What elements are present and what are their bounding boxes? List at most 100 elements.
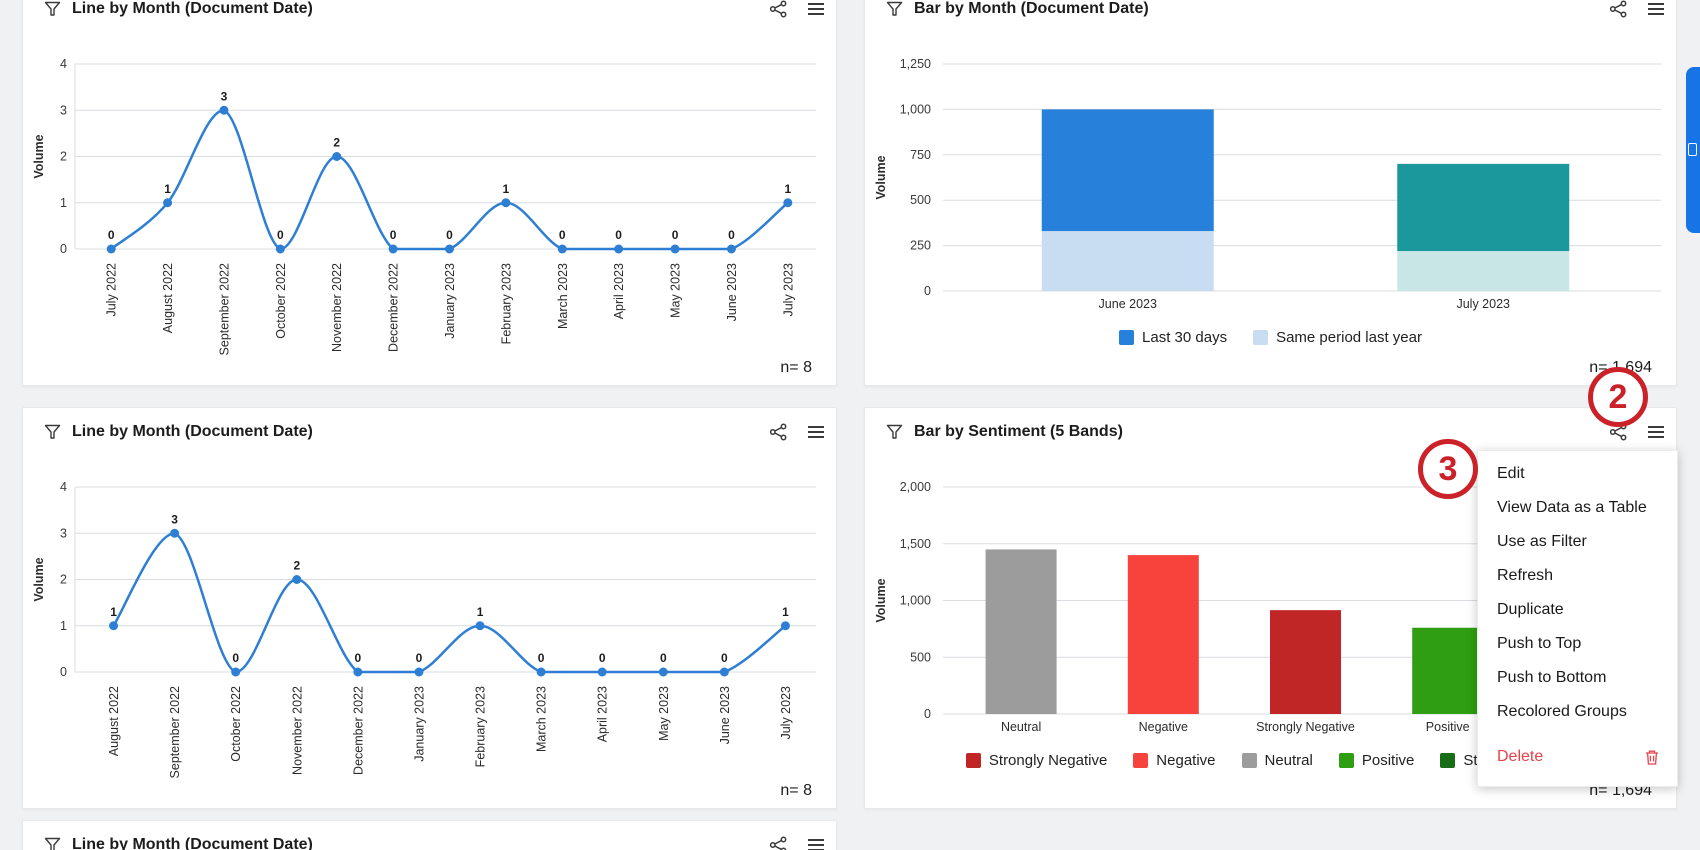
menu-item-refresh[interactable]: Refresh — [1497, 567, 1554, 584]
svg-text:0: 0 — [559, 228, 566, 242]
svg-text:4: 4 — [60, 57, 67, 71]
svg-text:2,000: 2,000 — [900, 480, 931, 494]
legend-label: Same period last year — [1276, 329, 1422, 346]
panel-icon — [1688, 143, 1697, 156]
svg-text:1,000: 1,000 — [900, 102, 931, 116]
svg-text:1,250: 1,250 — [900, 57, 931, 71]
svg-text:0: 0 — [416, 651, 423, 665]
svg-text:2: 2 — [60, 573, 67, 587]
legend-item[interactable]: Positive — [1338, 752, 1414, 769]
svg-text:Neutral: Neutral — [1001, 720, 1041, 734]
legend-item[interactable]: Same period last year — [1253, 329, 1422, 346]
svg-text:1: 1 — [477, 605, 484, 619]
svg-text:Volume: Volume — [874, 578, 888, 622]
svg-text:0: 0 — [60, 665, 67, 679]
bar-chart-canvas[interactable]: 0 250 500 750 1,000 1,250 Volume June 2023 July … — [865, 25, 1676, 325]
share-icon[interactable] — [1609, 0, 1628, 18]
card-title: Line by Month (Document Date) — [72, 0, 313, 17]
share-icon[interactable] — [769, 836, 788, 850]
line-chart-canvas[interactable]: 0 1 2 3 4 Volume 0 July 2022 1 August 2022 3 Septem… — [23, 25, 836, 365]
trash-icon — [1644, 749, 1660, 766]
n-count-label: n= 8 — [780, 359, 812, 376]
filter-funnel-icon[interactable] — [44, 837, 61, 850]
filter-funnel-icon[interactable] — [886, 1, 903, 17]
card-actions — [1609, 0, 1665, 18]
svg-text:0: 0 — [108, 228, 115, 242]
line-chart-canvas[interactable]: 0 1 2 3 4 Volume 1 August 2022 3 September 2022 0 O… — [23, 448, 836, 788]
menu-item-use-as-filter[interactable]: Use as Filter — [1497, 533, 1587, 550]
menu-item-duplicate[interactable]: Duplicate — [1497, 601, 1564, 618]
card-title: Line by Month (Document Date) — [72, 836, 313, 850]
menu-item-recolored-groups[interactable]: Recolored Groups — [1497, 703, 1627, 720]
n-count-label: n= 8 — [780, 782, 812, 799]
legend-label: Last 30 days — [1142, 329, 1228, 346]
svg-text:2: 2 — [333, 136, 340, 150]
svg-text:December 2022: December 2022 — [351, 686, 365, 775]
svg-text:1: 1 — [110, 605, 117, 619]
menu-item-delete[interactable]: Delete — [1478, 740, 1677, 774]
menu-item-push-to-top[interactable]: Push to Top — [1497, 635, 1582, 652]
hamburger-menu-icon[interactable] — [807, 838, 825, 850]
card-actions — [769, 0, 825, 18]
svg-text:0: 0 — [390, 228, 397, 242]
annotation-step-3: 3 — [1418, 439, 1478, 499]
legend-swatch — [965, 753, 981, 768]
legend-swatch — [1119, 330, 1135, 345]
svg-text:0: 0 — [599, 651, 606, 665]
svg-text:0: 0 — [60, 242, 67, 256]
hamburger-menu-icon[interactable] — [807, 425, 825, 439]
menu-item-edit[interactable]: Edit — [1497, 465, 1525, 482]
svg-text:Volume: Volume — [32, 557, 46, 601]
share-icon[interactable] — [769, 423, 788, 441]
card-line-by-month-2: Line by Month (Document Date) 0 1 2 3 4 Volum… — [22, 407, 837, 809]
svg-text:0: 0 — [660, 651, 667, 665]
svg-text:May 2023: May 2023 — [669, 263, 683, 318]
share-icon[interactable] — [769, 0, 788, 18]
svg-text:Volume: Volume — [32, 134, 46, 178]
hamburger-menu-icon[interactable] — [1647, 2, 1665, 16]
legend-item[interactable]: Strongly Negative — [965, 752, 1108, 769]
svg-text:October 2022: October 2022 — [274, 263, 288, 339]
svg-text:June 2023: June 2023 — [718, 686, 732, 744]
svg-text:August 2022: August 2022 — [161, 263, 175, 333]
svg-text:0: 0 — [924, 707, 931, 721]
filter-funnel-icon[interactable] — [44, 424, 61, 440]
side-panel-handle[interactable] — [1686, 67, 1700, 233]
hamburger-menu-icon[interactable] — [1647, 425, 1665, 439]
svg-text:June 2023: June 2023 — [1099, 297, 1157, 311]
legend-label: Negative — [1156, 752, 1216, 769]
card-header: Line by Month (Document Date) — [23, 408, 836, 456]
svg-text:1: 1 — [164, 182, 171, 196]
svg-text:1: 1 — [782, 605, 789, 619]
legend-item[interactable]: Neutral — [1241, 752, 1313, 769]
svg-text:3: 3 — [60, 526, 67, 540]
card-actions — [769, 836, 825, 850]
svg-text:1,500: 1,500 — [900, 537, 931, 551]
legend-swatch — [1133, 753, 1149, 768]
svg-text:December 2022: December 2022 — [387, 263, 401, 352]
svg-text:2: 2 — [293, 559, 300, 573]
svg-text:3: 3 — [221, 89, 228, 103]
svg-text:July 2022: July 2022 — [105, 263, 119, 317]
svg-text:March 2023: March 2023 — [556, 263, 570, 329]
legend-swatch — [1241, 753, 1257, 768]
card-header: Line by Month (Document Date) — [23, 0, 836, 33]
legend-item[interactable]: Negative — [1133, 752, 1216, 769]
legend-item[interactable]: Last 30 days — [1119, 329, 1227, 346]
svg-text:Volume: Volume — [874, 155, 888, 199]
svg-text:April 2023: April 2023 — [612, 263, 626, 319]
svg-text:0: 0 — [672, 228, 679, 242]
svg-text:0: 0 — [446, 228, 453, 242]
svg-text:0: 0 — [355, 651, 362, 665]
menu-item-push-to-bottom[interactable]: Push to Bottom — [1497, 669, 1607, 686]
svg-text:0: 0 — [277, 228, 284, 242]
legend-swatch — [1338, 753, 1354, 768]
hamburger-menu-icon[interactable] — [807, 2, 825, 16]
legend-label: Strongly Negative — [988, 752, 1108, 769]
svg-text:3: 3 — [171, 512, 178, 526]
menu-item-view-data-as-a-table[interactable]: View Data as a Table — [1497, 499, 1647, 516]
filter-funnel-icon[interactable] — [886, 424, 903, 440]
filter-funnel-icon[interactable] — [44, 1, 61, 17]
card-title: Bar by Month (Document Date) — [914, 0, 1149, 17]
